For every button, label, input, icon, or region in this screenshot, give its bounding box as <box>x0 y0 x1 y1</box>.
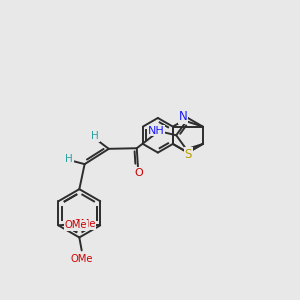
Text: O: O <box>135 168 143 178</box>
Text: S: S <box>184 148 192 161</box>
Text: H: H <box>65 154 73 164</box>
Text: NH: NH <box>148 126 165 136</box>
Text: N: N <box>178 110 187 123</box>
Text: H: H <box>91 131 99 142</box>
Text: OMe: OMe <box>64 220 87 230</box>
Text: OMe: OMe <box>73 219 96 229</box>
Text: OMe: OMe <box>70 254 93 264</box>
